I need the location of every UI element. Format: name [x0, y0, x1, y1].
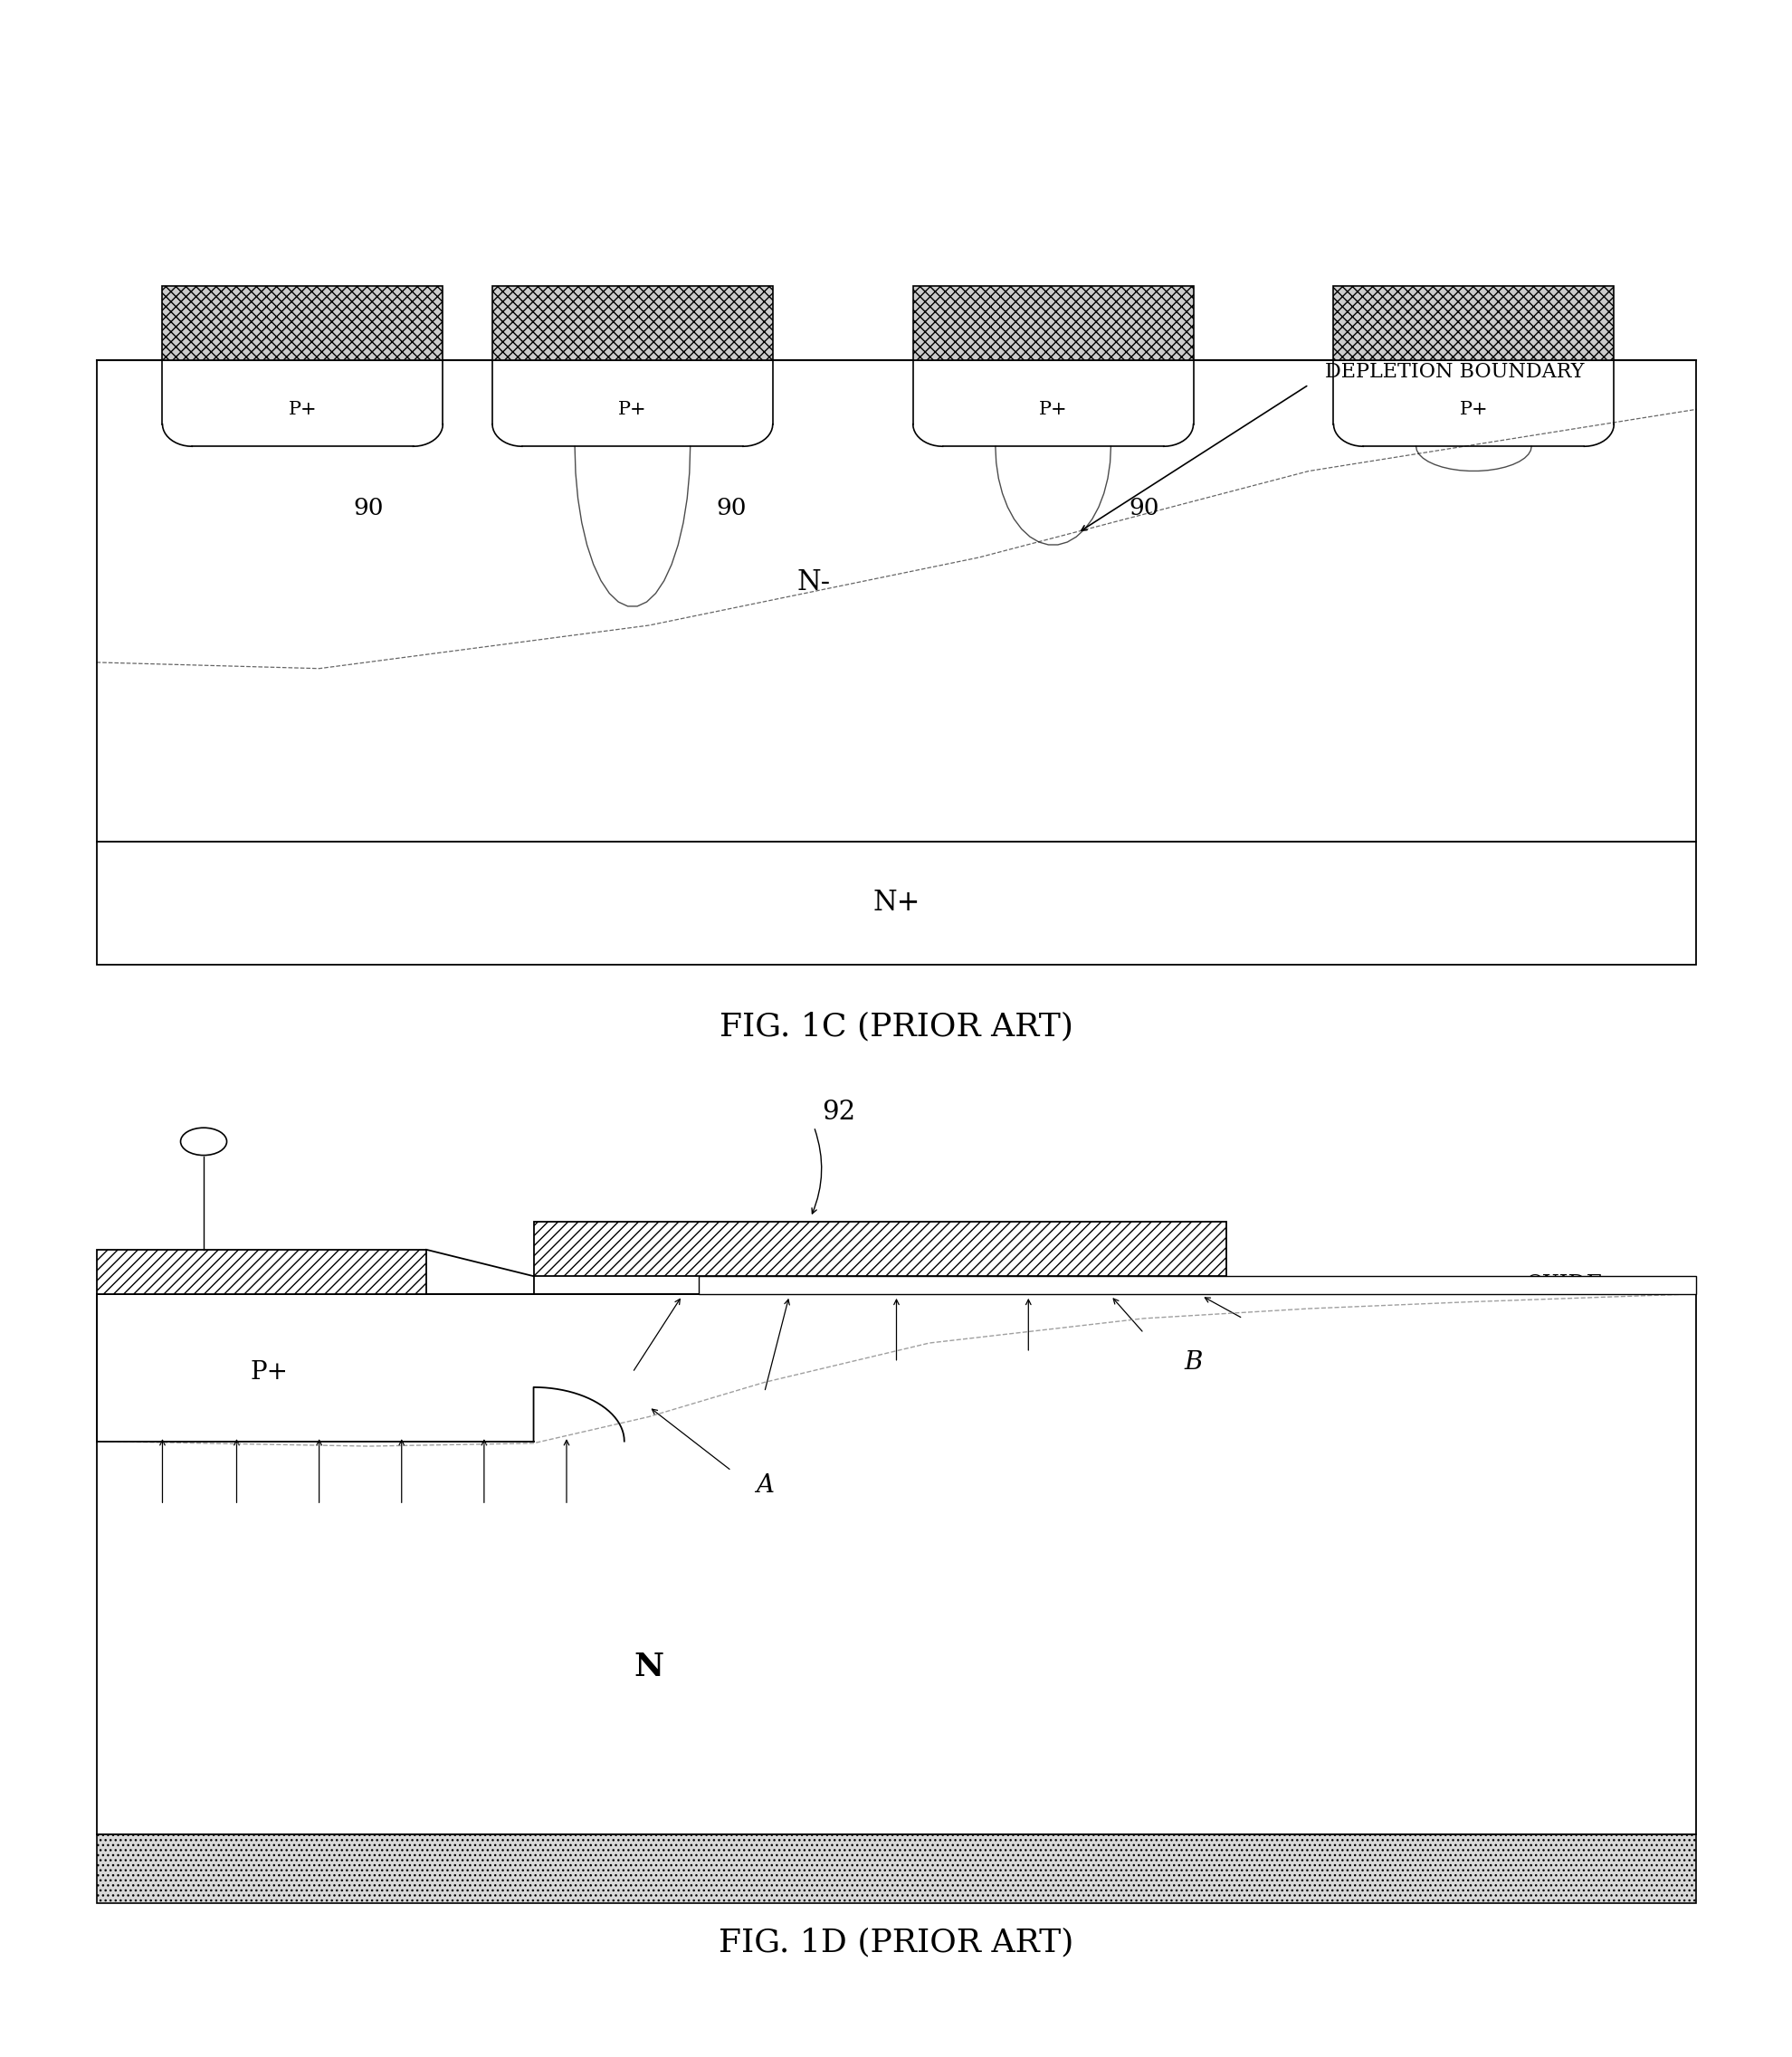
Text: OXIDE: OXIDE — [1525, 1275, 1602, 1296]
Bar — [163, 286, 443, 360]
Bar — [97, 1835, 1695, 1903]
Text: 90: 90 — [717, 498, 745, 518]
Text: FIG. 1C (PRIOR ART): FIG. 1C (PRIOR ART) — [719, 1012, 1073, 1041]
Bar — [97, 360, 1695, 841]
Text: P+: P+ — [1459, 401, 1487, 418]
Text: P+: P+ — [1038, 401, 1066, 418]
Bar — [97, 1294, 1695, 1835]
Bar — [534, 1222, 1226, 1275]
Text: P+: P+ — [251, 1360, 289, 1384]
Text: B: B — [1183, 1351, 1202, 1374]
Text: N-: N- — [797, 568, 830, 597]
Bar — [912, 286, 1193, 360]
Text: 90: 90 — [1129, 498, 1158, 518]
Text: 90: 90 — [353, 498, 383, 518]
Bar — [699, 1275, 1695, 1294]
Bar — [97, 1251, 426, 1294]
Text: P+: P+ — [289, 401, 317, 418]
Text: DEPLETION BOUNDARY: DEPLETION BOUNDARY — [1324, 362, 1584, 383]
Text: FIG. 1D (PRIOR ART): FIG. 1D (PRIOR ART) — [719, 1927, 1073, 1958]
Text: N: N — [634, 1652, 663, 1683]
Bar — [493, 286, 772, 360]
Bar — [97, 841, 1695, 965]
Text: 92: 92 — [821, 1098, 855, 1125]
Text: P+: P+ — [618, 401, 647, 418]
Text: N+: N+ — [873, 889, 919, 917]
Text: A: A — [754, 1473, 772, 1497]
Bar — [1333, 286, 1613, 360]
